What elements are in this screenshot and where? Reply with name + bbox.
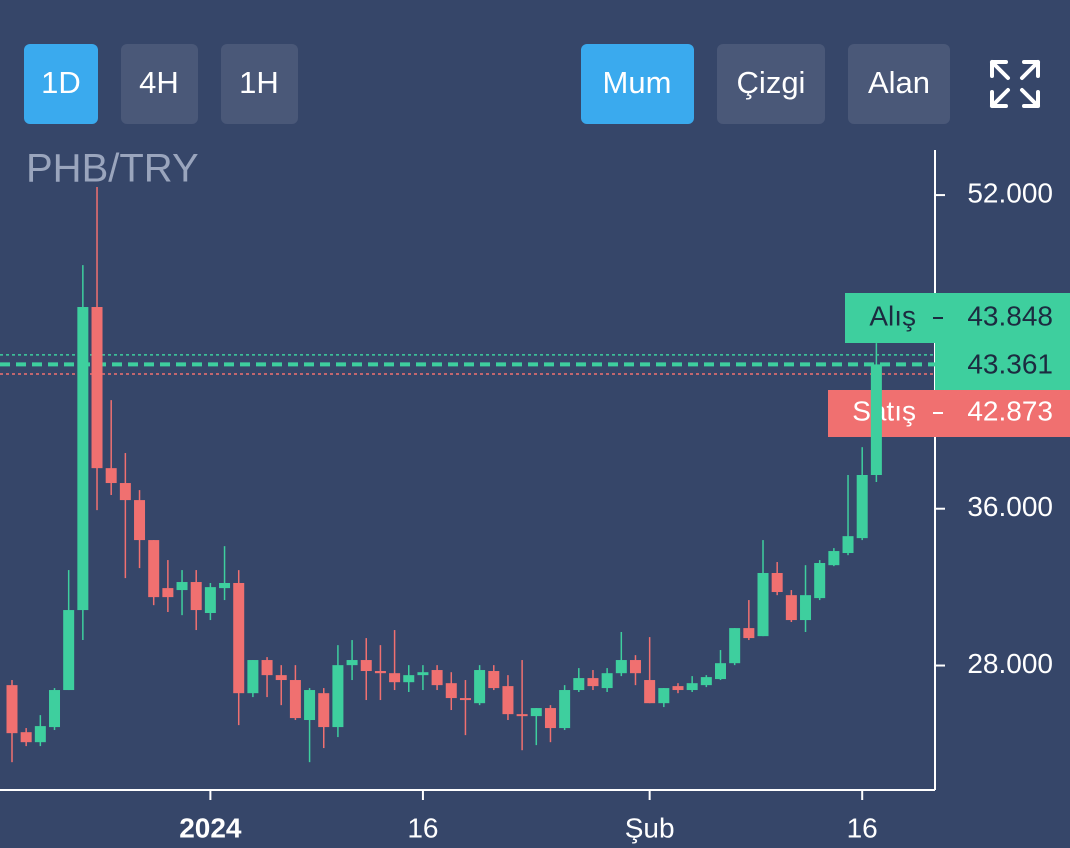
- price-label-value: 43.848: [967, 300, 1053, 331]
- x-tick-label: 2024: [179, 812, 242, 843]
- candle-body: [389, 673, 401, 683]
- interval-label[interactable]: 4H: [139, 65, 179, 100]
- price-label-box: [935, 343, 1070, 390]
- price-label-name: Satış: [852, 395, 916, 426]
- candle-body: [573, 678, 585, 691]
- y-tick-label: 52.000: [967, 177, 1053, 208]
- candle-body: [757, 573, 769, 637]
- candle-body: [374, 671, 386, 674]
- candle-body: [856, 474, 868, 539]
- interval-button[interactable]: [24, 44, 98, 124]
- candle-body: [34, 726, 46, 743]
- x-tick-label: Şub: [625, 812, 675, 843]
- candle-body: [530, 708, 542, 717]
- candle-body: [715, 663, 726, 680]
- candle-body: [686, 683, 698, 691]
- candle-body: [304, 690, 316, 721]
- chart-type-label[interactable]: Çizgi: [737, 65, 806, 100]
- candle-body: [842, 536, 854, 554]
- candle-body: [502, 686, 514, 715]
- chart-type-button[interactable]: [717, 44, 825, 124]
- candle-body: [828, 551, 840, 566]
- chart-title: PHB/TRY: [26, 147, 199, 191]
- candle-body: [20, 732, 32, 743]
- candle-body: [77, 307, 89, 611]
- price-label-box: [845, 293, 1070, 343]
- candle-body: [162, 588, 174, 598]
- candle-body: [204, 587, 216, 613]
- candle-body: [587, 678, 599, 687]
- candle-body: [672, 686, 684, 691]
- candle-body: [275, 675, 287, 681]
- candle-body: [63, 610, 75, 691]
- interval-label[interactable]: 1D: [41, 65, 81, 100]
- candle-body: [629, 660, 641, 674]
- candle-body: [474, 670, 486, 704]
- candle-body: [814, 563, 826, 599]
- candle-body: [318, 693, 330, 728]
- candle-body: [729, 628, 741, 664]
- candle-body: [459, 698, 471, 701]
- candle-body: [700, 677, 712, 686]
- candle-body: [785, 595, 797, 621]
- candle-body: [289, 680, 301, 719]
- chart-type-label[interactable]: Alan: [868, 65, 930, 100]
- candle-body: [403, 675, 415, 683]
- candle-body: [800, 595, 812, 621]
- interval-button[interactable]: [221, 44, 298, 124]
- y-tick-label: 36.000: [967, 491, 1053, 522]
- candle-body: [6, 685, 18, 734]
- interval-button[interactable]: [121, 44, 198, 124]
- price-label-box: [828, 390, 1070, 437]
- toolbar: 1D 4H 1H Mum Çizgi Alan: [24, 44, 1040, 124]
- candle-body: [233, 583, 245, 694]
- candle-body: [91, 307, 103, 469]
- candle-body: [431, 670, 443, 686]
- price-label-name: Alış: [869, 300, 916, 331]
- candle-body: [261, 660, 273, 676]
- x-tick-label: 16: [407, 812, 438, 843]
- candle-body: [658, 688, 670, 704]
- candle-body: [346, 660, 358, 666]
- candle-body: [105, 468, 117, 484]
- y-tick-label: 28.000: [967, 648, 1053, 679]
- fullscreen-icon[interactable]: [990, 60, 1040, 108]
- candle-body: [247, 660, 259, 694]
- candle-body: [516, 714, 528, 717]
- candle-body: [148, 540, 160, 598]
- candle-body: [219, 583, 231, 589]
- candle-body: [134, 500, 146, 541]
- candle-body: [559, 690, 571, 729]
- candle-body: [190, 582, 202, 611]
- candle-body: [870, 364, 882, 475]
- candle-body: [445, 683, 457, 699]
- chart-type-button[interactable]: [848, 44, 950, 124]
- candle-body: [743, 628, 755, 639]
- price-label-value: 42.873: [967, 395, 1053, 426]
- price-label-value: 43.361: [967, 348, 1053, 379]
- candle-body: [119, 483, 131, 501]
- chart-type-label[interactable]: Mum: [603, 65, 672, 100]
- candle-body: [417, 672, 429, 676]
- candle-body: [176, 582, 188, 591]
- x-tick-label: 16: [847, 812, 878, 843]
- candle-body: [544, 708, 556, 729]
- candle-body: [601, 673, 613, 689]
- candle-body: [332, 665, 344, 728]
- candle-body: [771, 573, 783, 593]
- candle-body: [49, 690, 61, 728]
- candle-body: [644, 680, 656, 704]
- candle-body: [615, 660, 627, 674]
- chart-type-button[interactable]: [581, 44, 694, 124]
- candle-body: [360, 660, 372, 672]
- candle-body: [488, 671, 500, 689]
- interval-label[interactable]: 1H: [239, 65, 279, 100]
